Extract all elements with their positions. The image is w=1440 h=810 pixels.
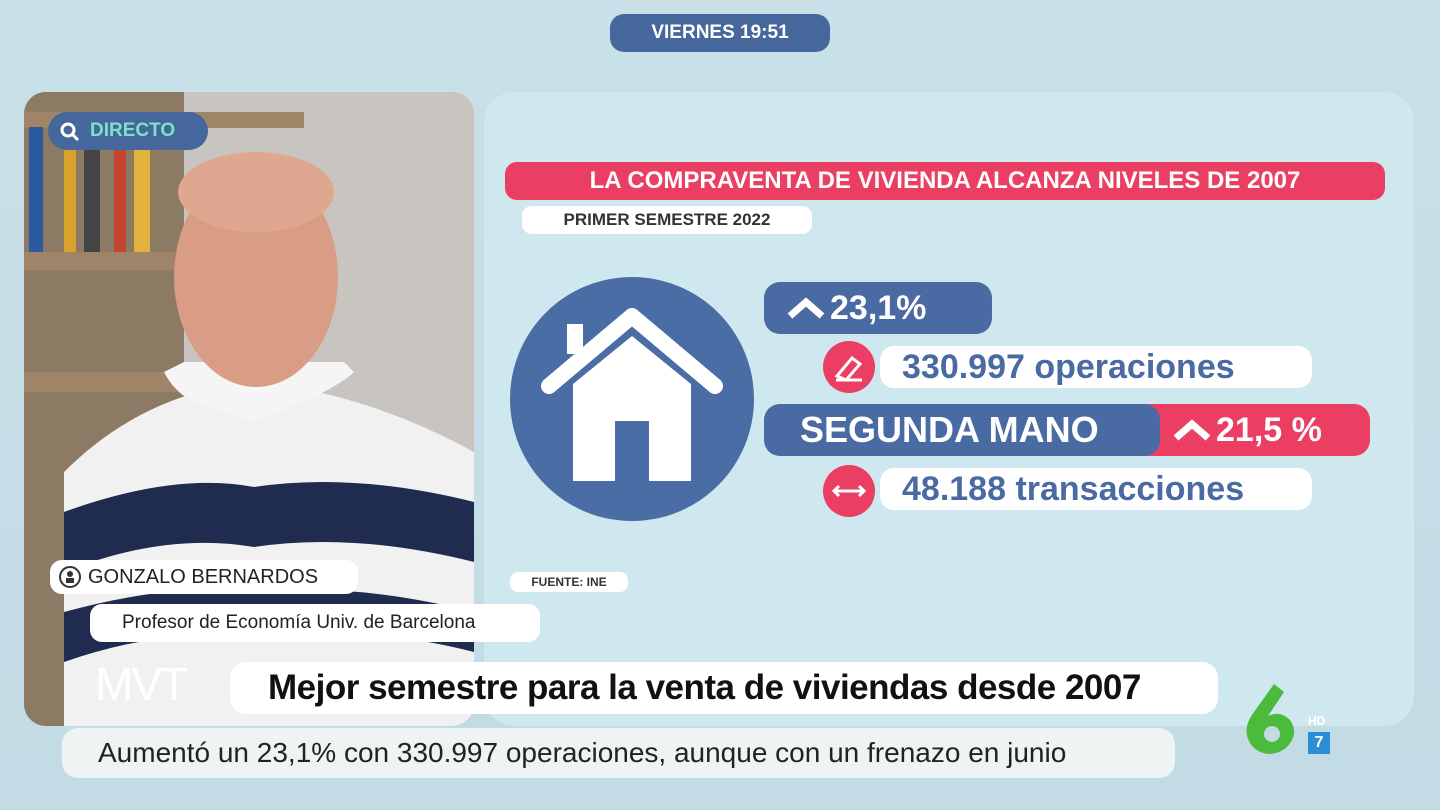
house-icon	[510, 277, 754, 521]
time-pill: VIERNES 19:51	[610, 14, 830, 52]
video-scene	[24, 92, 474, 726]
source: FUENTE: INE	[531, 575, 607, 589]
total-change: 23,1%	[830, 288, 927, 327]
person-icon	[59, 566, 81, 588]
transactions-pill: 48.188 transacciones	[880, 468, 1312, 510]
up-arrow	[1173, 419, 1211, 441]
guest-role: Profesor de Economía Univ. de Barcelona	[122, 612, 476, 633]
infographic-title: LA COMPRAVENTA DE VIVIENDA ALCANZA NIVEL…	[505, 162, 1385, 200]
exchange-icon	[823, 465, 875, 517]
number: 7	[1314, 734, 1324, 751]
contract-icon	[823, 341, 875, 393]
second-hand-pill: SEGUNDA MANO	[764, 404, 1160, 456]
headline: Mejor semestre para la venta de vivienda…	[268, 668, 1141, 707]
headline-pill: Mejor semestre para la venta de vivienda…	[230, 662, 1218, 714]
logo: MVT	[95, 658, 188, 710]
operations-pill: 330.997 operaciones	[880, 346, 1312, 388]
title: LA COMPRAVENTA DE VIVIENDA ALCANZA NIVEL…	[589, 167, 1301, 194]
subline-pill: Aumentó un 23,1% con 330.997 operaciones…	[62, 728, 1175, 778]
total-change-pill: 23,1%	[764, 282, 992, 334]
channel-logo	[1246, 684, 1295, 754]
transactions: 48.188 transacciones	[902, 469, 1245, 508]
up-arrow	[787, 297, 825, 319]
show-logo: MVT	[95, 658, 188, 710]
search-icon	[60, 122, 80, 142]
source-pill: FUENTE: INE	[510, 572, 628, 592]
guest-name: GONZALO BERNARDOS	[88, 565, 319, 588]
guest-name-pill: GONZALO BERNARDOS	[50, 560, 358, 594]
second-hand-change: 21,5 %	[1216, 410, 1322, 449]
subtitle-pill: PRIMER SEMESTRE 2022	[522, 206, 812, 234]
video-feed	[24, 92, 474, 726]
quality-label: HD	[1308, 714, 1325, 728]
live-label: DIRECTO	[90, 120, 176, 141]
quality: HD	[1308, 714, 1326, 728]
subtitle: PRIMER SEMESTRE 2022	[563, 210, 771, 229]
time: VIERNES 19:51	[651, 22, 789, 43]
live-badge: DIRECTO	[48, 112, 208, 150]
guest-role-pill: Profesor de Economía Univ. de Barcelona	[90, 604, 540, 642]
operations: 330.997 operaciones	[902, 347, 1235, 386]
subline: Aumentó un 23,1% con 330.997 operaciones…	[98, 737, 1067, 768]
second-hand-change-pill: 21,5 %	[1136, 404, 1370, 456]
second-hand-label: SEGUNDA MANO	[800, 409, 1099, 450]
channel-number: 7	[1308, 732, 1330, 754]
